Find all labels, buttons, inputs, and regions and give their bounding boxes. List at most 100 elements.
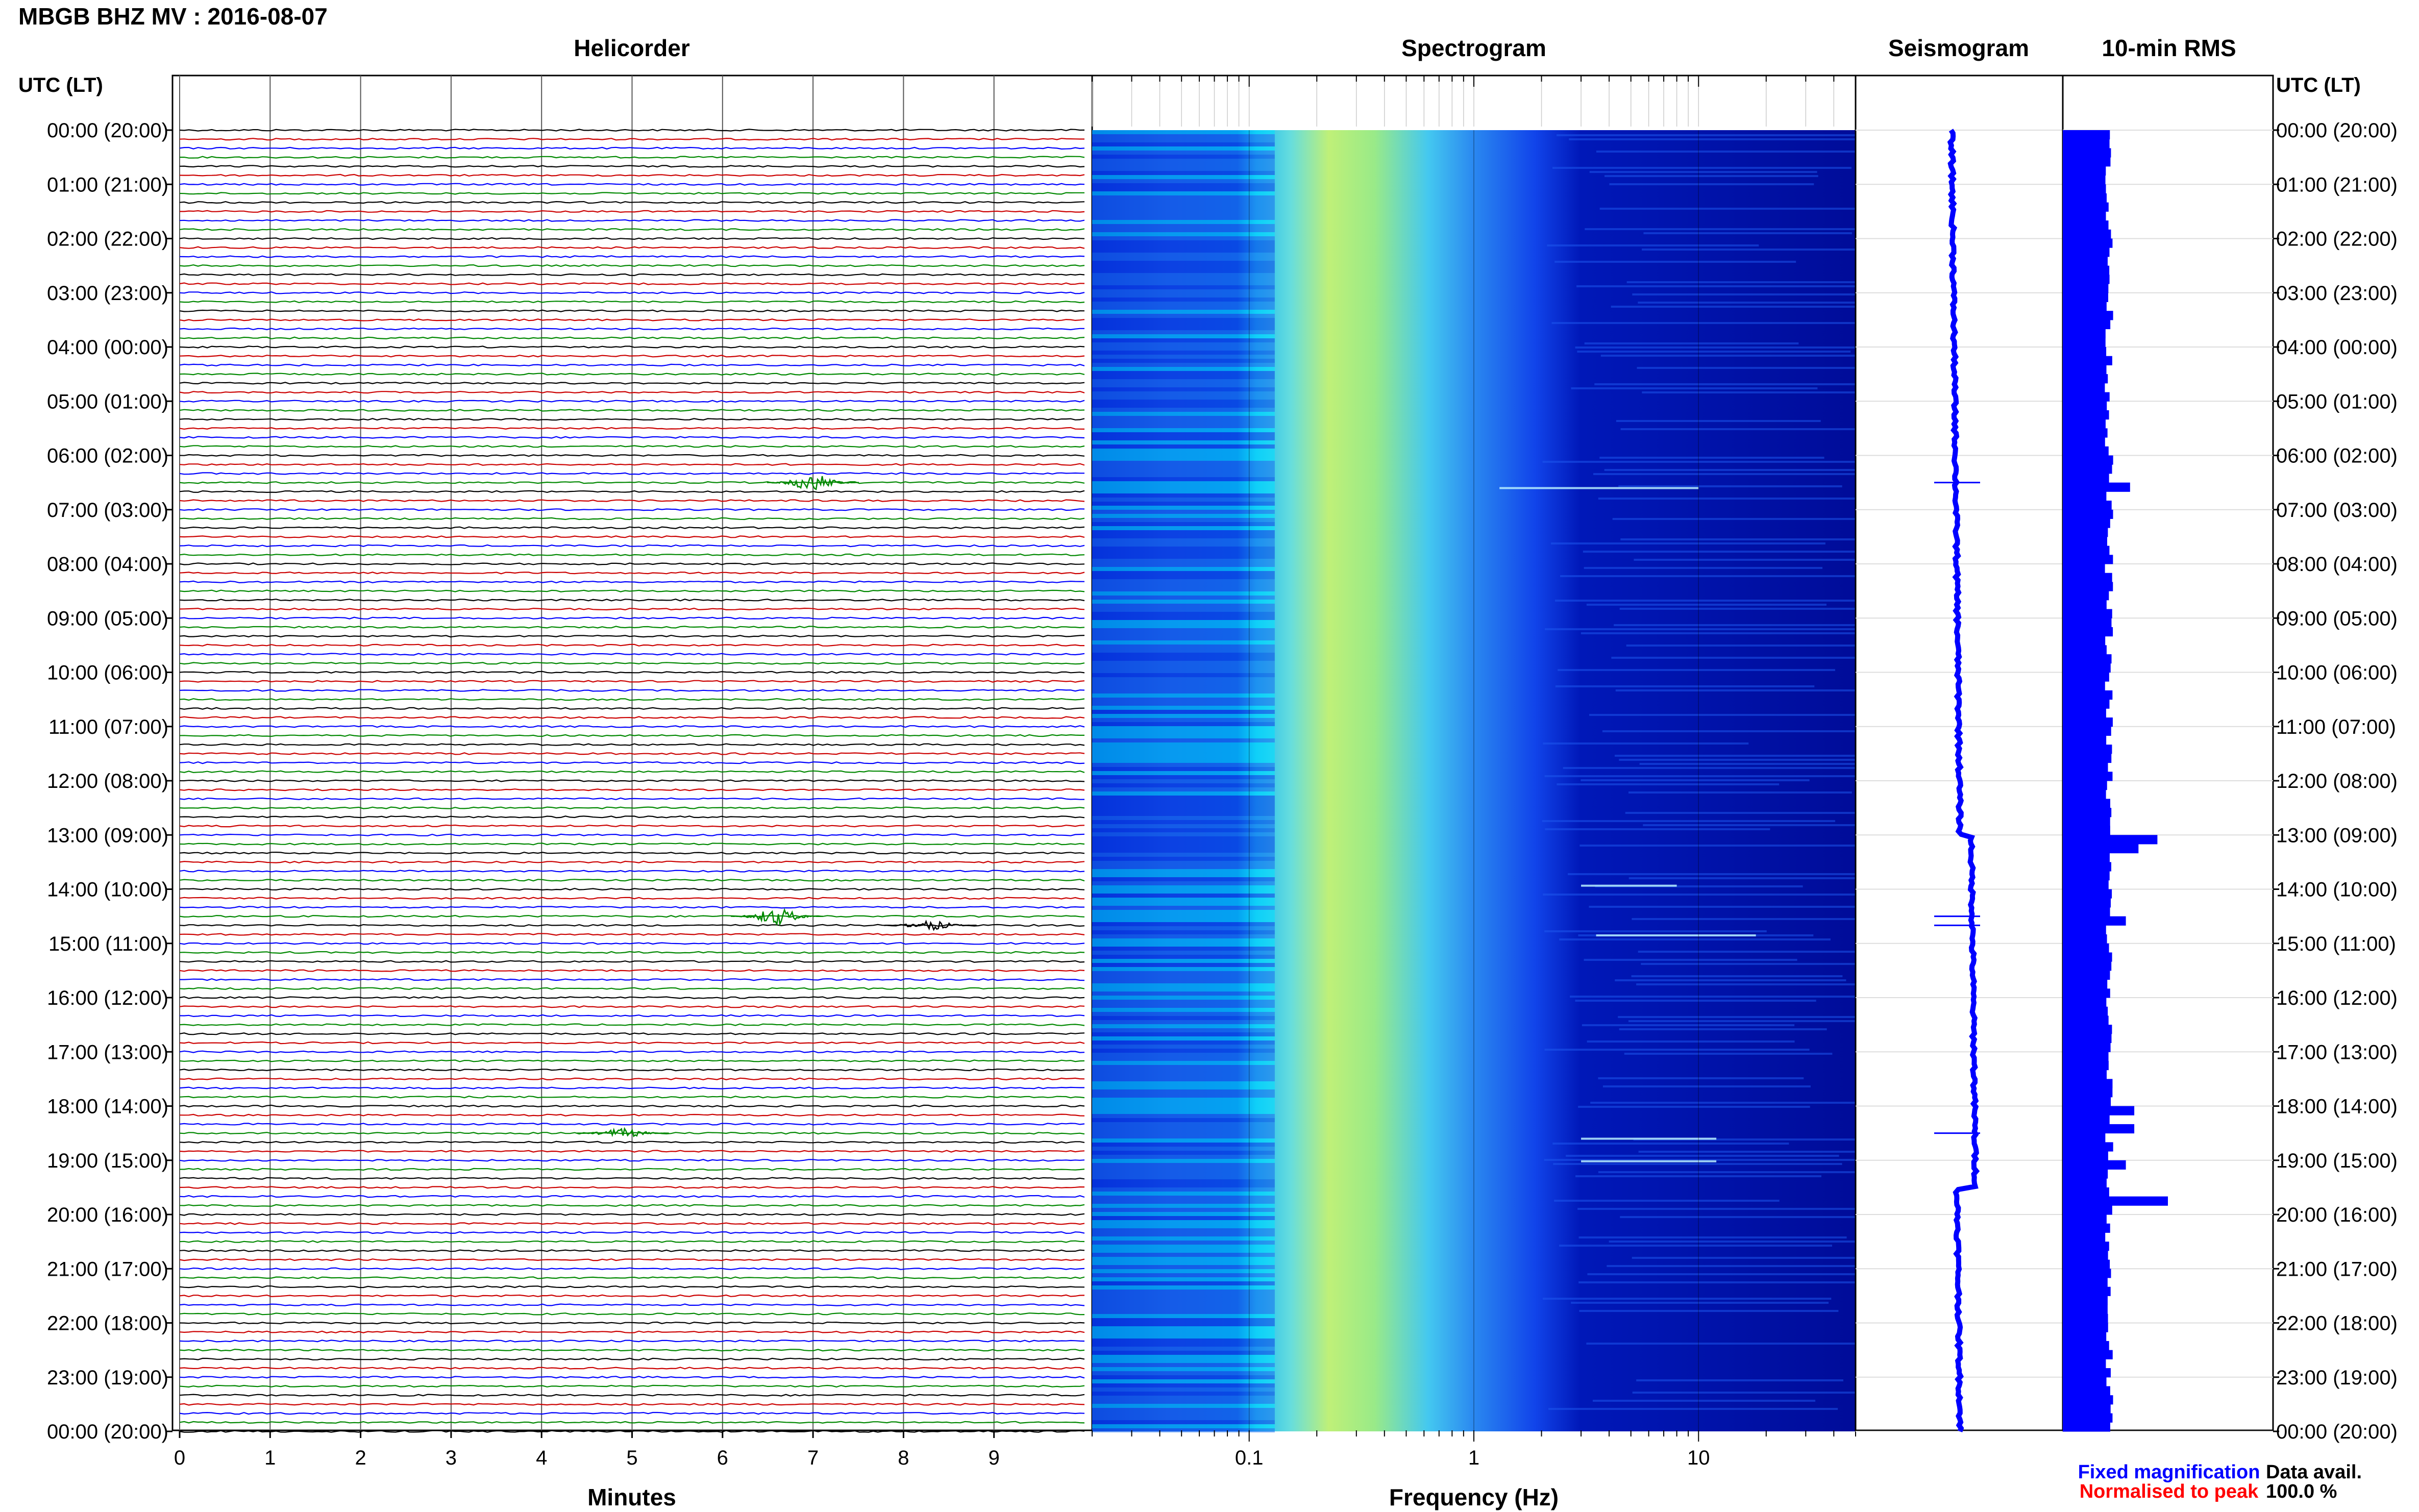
spectrogram-row	[1092, 620, 1275, 624]
rms-bar	[2063, 1286, 2111, 1296]
helicorder-trace	[179, 562, 1085, 565]
helicorder-title: Helicorder	[574, 35, 690, 61]
spectrogram-row	[1092, 963, 1275, 967]
spectrogram-row	[1092, 840, 1275, 845]
helicorder-trace	[179, 770, 1085, 774]
spectrogram-row	[1092, 469, 1275, 473]
spectrogram-row	[1092, 522, 1275, 526]
spectrogram-row	[1092, 657, 1275, 661]
spectrogram-row	[1620, 428, 1906, 430]
spectrogram-row	[1092, 1114, 1275, 1118]
spectrogram-row	[1570, 996, 1856, 998]
rms-bar	[2063, 1250, 2108, 1260]
spectrogram-row	[1092, 673, 1275, 677]
rms-bar	[2063, 347, 2107, 357]
rms-bar	[2063, 1088, 2113, 1098]
spectrogram-row	[1092, 853, 1275, 857]
spectrogram-row	[1092, 967, 1275, 971]
spectrogram-row	[1092, 1057, 1275, 1061]
spectrogram-row	[1092, 236, 1275, 240]
helicorder-trace	[179, 246, 1085, 249]
spectrogram-row	[1092, 567, 1275, 571]
rms-bar	[2063, 1187, 2109, 1197]
spectrogram-row	[1619, 608, 1923, 610]
spectrogram-row	[1092, 1257, 1275, 1261]
spectrogram-row	[1092, 889, 1275, 894]
hour-label-left: 12:00 (08:00)	[47, 770, 168, 792]
spectrogram-row	[1092, 1089, 1275, 1094]
spectrogram-row	[1625, 812, 1876, 814]
spectrogram-row	[1542, 820, 1835, 822]
helicorder-trace	[180, 779, 1085, 782]
hour-label-right: 15:00 (11:00)	[2276, 933, 2396, 955]
helicorder-trace	[179, 1330, 1085, 1333]
helicorder-trace	[179, 1213, 1085, 1216]
helicorder-trace	[179, 942, 1085, 945]
helicorder-panel: 0 1 2 3 4 5 6 7 8 9 Minutes	[171, 75, 1093, 1510]
spectrogram-spectral-lines	[1499, 487, 1756, 1162]
spectrogram-row	[1092, 596, 1275, 600]
helicorder-trace	[179, 192, 1084, 195]
spectrogram-row	[1589, 906, 1898, 908]
rms-bar	[2063, 934, 2107, 944]
rms-bar	[2063, 600, 2107, 610]
spectrogram-row	[1092, 1196, 1275, 1200]
spectrogram-row	[1092, 159, 1275, 163]
spectrogram-row	[1092, 424, 1275, 428]
helicorder-trace	[179, 472, 1084, 475]
spectrogram-row	[1092, 910, 1275, 914]
spectrogram-row	[1092, 706, 1275, 710]
spectrogram-row	[1092, 1134, 1275, 1138]
spectrogram-row	[1620, 1216, 1938, 1218]
spectrogram-row	[1092, 212, 1275, 216]
helicorder-trace	[179, 1186, 1085, 1189]
spectrogram-row	[1092, 1208, 1275, 1212]
spectrogram-row	[1626, 281, 1929, 283]
helicorder-trace	[179, 517, 1085, 520]
rms-bar	[2063, 726, 2111, 736]
helicorder-trace	[179, 336, 1085, 340]
helicorder-trace	[179, 906, 1084, 909]
hour-label-right: 18:00 (14:00)	[2276, 1096, 2398, 1118]
rms-bar	[2063, 546, 2110, 555]
rms-bar	[2063, 419, 2106, 429]
spectrogram-row	[1092, 179, 1275, 183]
rms-bar	[2063, 1313, 2108, 1323]
spectrogram-row	[1092, 138, 1275, 142]
spectrogram-row	[1092, 1245, 1275, 1249]
spectrogram-row	[1092, 1253, 1275, 1257]
minute-tick-label: 9	[989, 1447, 1000, 1469]
spectrogram-row	[1092, 955, 1275, 959]
helicorder-trace	[179, 436, 1085, 439]
spectrogram-row	[1092, 1428, 1275, 1432]
hour-label-left: 05:00 (01:00)	[47, 390, 168, 413]
helicorder-trace	[179, 842, 1085, 846]
spectrogram-row	[1092, 1028, 1275, 1032]
helicorder-trace	[179, 1041, 1085, 1045]
spectrogram-row	[1092, 1343, 1275, 1347]
helicorder-trace	[179, 273, 1085, 277]
spectrogram-row	[1586, 604, 1826, 606]
spectrogram-row	[1642, 249, 1879, 251]
rms-bar	[2063, 564, 2105, 574]
spectrogram-row	[1611, 657, 1963, 659]
spectrogram-row	[1092, 698, 1275, 702]
helicorder-trace	[179, 1231, 1085, 1234]
helicorder-trace	[179, 1340, 1085, 1343]
spectrogram-row	[1581, 632, 1914, 634]
spectrogram-row	[1092, 1351, 1275, 1355]
hour-label-left: 00:00 (20:00)	[47, 119, 168, 142]
spectrogram-row	[1092, 1375, 1275, 1379]
helicorder-trace	[179, 165, 1085, 168]
spectrogram-row	[1092, 710, 1275, 714]
spectrogram-row	[1092, 987, 1275, 992]
helicorder-trace	[179, 680, 1085, 683]
spectrogram-row	[1092, 1322, 1275, 1326]
rms-bar	[2063, 166, 2106, 176]
spectrogram-row	[1092, 142, 1275, 146]
rms-bar	[2063, 555, 2113, 564]
rms-bar	[2063, 1205, 2112, 1215]
spectrogram-row	[1602, 1085, 1811, 1087]
rms-bar	[2063, 265, 2110, 275]
helicorder-trace	[179, 309, 1085, 312]
